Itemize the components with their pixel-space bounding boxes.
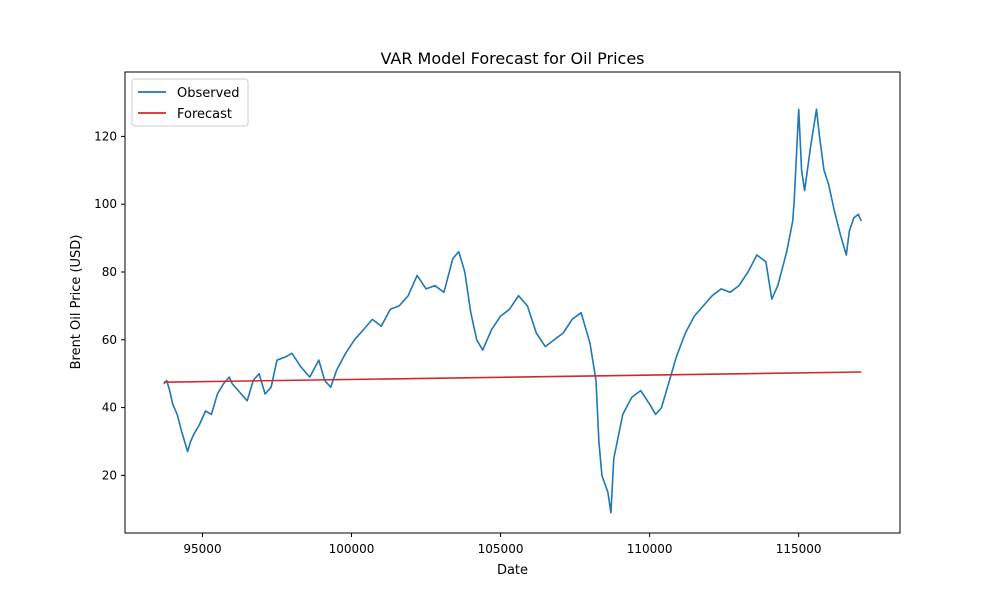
axes: 95000 100000 105000 110000 115000 20 40 60 80 100… [94,71,901,556]
y-tick-label: 120 [94,129,117,143]
y-tick-label: 60 [102,333,117,347]
x-tick-label: 100000 [329,542,375,556]
x-tick-label: 95000 [183,542,221,556]
y-tick-label: 40 [102,401,117,415]
x-tick-label: 110000 [627,542,673,556]
axes-frame [124,71,901,534]
legend-box [131,78,249,127]
series-line-observed [163,108,863,514]
plot-area [163,108,863,514]
y-tick-label: 100 [94,197,117,211]
series-line-forecast [163,371,862,383]
legend-label-observed: Observed [177,86,240,101]
x-tick-label: 105000 [478,542,524,556]
legend-label-forecast: Forecast [177,107,232,122]
x-axis-label: Date [497,563,528,578]
chart-title: VAR Model Forecast for Oil Prices [380,49,644,68]
y-axis-label: Brent Oil Price (USD) [69,235,84,370]
y-tick-label: 20 [102,468,117,482]
x-tick-label: 115000 [776,542,822,556]
y-tick-label: 80 [102,265,117,279]
legend: Observed Forecast [131,78,249,127]
